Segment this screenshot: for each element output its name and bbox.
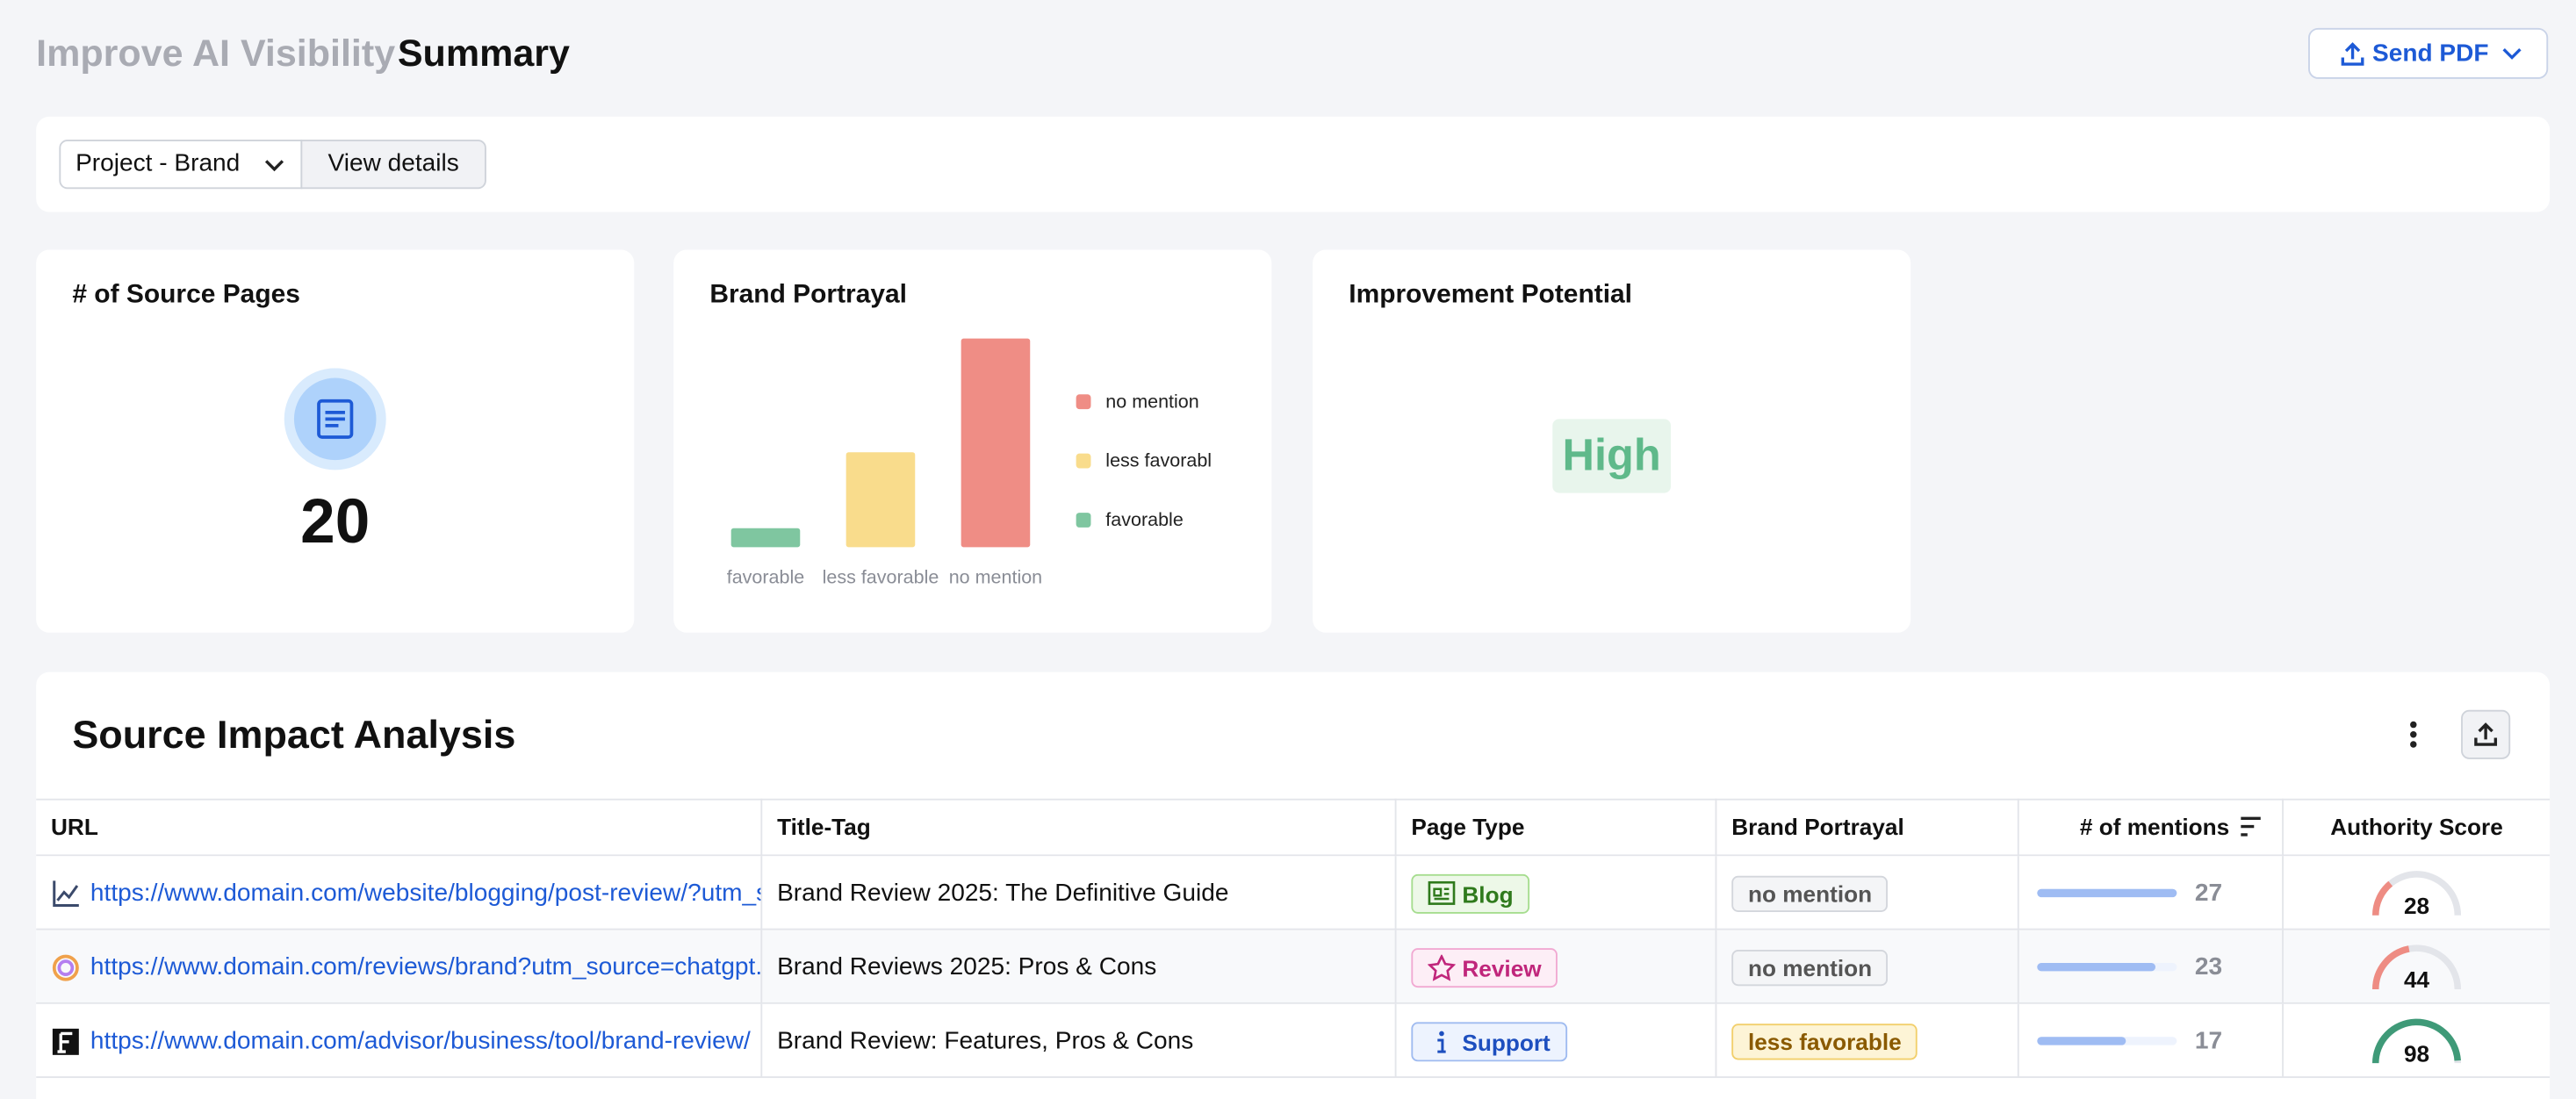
page-type: Support [1462, 1030, 1551, 1057]
column-header: Title-Tag [762, 798, 1397, 857]
type-icon [1427, 952, 1457, 984]
authority-cell: 28 [2284, 856, 2550, 930]
breadcrumb[interactable]: Improve AI Visibility [36, 31, 396, 75]
type-icon [1428, 1028, 1456, 1058]
portrayal-cell: no mention [1716, 930, 2019, 1004]
source-icon [51, 930, 81, 1004]
bar [961, 338, 1031, 548]
card-title: Improvement Potential [1349, 281, 1633, 309]
portrayal-cell: less favorable [1716, 1003, 2019, 1079]
url-link[interactable]: https://www.domain.com/advisor/business/… [90, 1027, 751, 1055]
mentions-bar [2037, 888, 2177, 898]
portrayal-badge: no mention [1731, 875, 1889, 913]
legend-label: no mention [1105, 391, 1198, 412]
mentions-bar [2037, 962, 2156, 972]
url-link[interactable]: https://www.domain.com/website/blogging/… [90, 879, 760, 908]
send-pdf-label: Send PDF [2372, 39, 2489, 68]
portrayal-badge: no mention [1731, 950, 1889, 987]
page-type: Review [1462, 955, 1542, 982]
upload-icon [2341, 42, 2364, 66]
page-type-badge: Support [1411, 1023, 1567, 1061]
type-icon [1428, 880, 1456, 910]
bar [730, 528, 801, 548]
source-pages-card: # of Source Pages 20 [36, 249, 635, 633]
table-title: Source Impact Analysis [72, 713, 516, 758]
authority-gauge: 44 [2372, 945, 2462, 993]
legend: no mention less favorable favorable [1076, 391, 1222, 530]
gauge-value [2372, 945, 2410, 990]
authority-gauge: 98 [2372, 1018, 2462, 1067]
legend-label: favorable [1105, 509, 1184, 530]
brand-portrayal-card: Brand Portrayal favorable less favorable n… [673, 249, 1272, 633]
x-label: no mention [949, 567, 1042, 588]
toolbar: Project - Brand View details [36, 116, 2551, 212]
title-tag-cell: Brand Review: Features, Pros & Cons [762, 1003, 1397, 1079]
page-type-cell: Blog [1397, 856, 1717, 930]
more-menu[interactable] [2400, 718, 2427, 751]
mentions-bar [2037, 1037, 2126, 1045]
sort-icon [2239, 799, 2262, 878]
mentions-cell: 27 [2019, 856, 2284, 930]
view-details-button[interactable]: View details [300, 140, 486, 190]
project-dropdown[interactable]: Project - Brand [59, 140, 303, 190]
legend-swatch [1076, 394, 1091, 410]
bar [845, 452, 916, 548]
source-icon [51, 856, 81, 930]
mentions-value: 27 [2194, 879, 2223, 908]
page-type-cell: Support [1397, 1003, 1717, 1079]
header-row [36, 798, 2551, 857]
authority-value: 28 [2404, 893, 2429, 919]
column-header: Authority Score [2330, 813, 2503, 840]
page-type: Blog [1462, 881, 1514, 909]
column-header: URL [36, 798, 763, 857]
portrayal-cell: no mention [1716, 856, 2019, 930]
legend-swatch [1076, 453, 1091, 469]
column-header[interactable]: # of mentions [2019, 798, 2284, 857]
source-icon [51, 1004, 81, 1078]
legend-swatch [1076, 513, 1091, 528]
send-pdf-button[interactable]: Send PDF [2308, 27, 2549, 79]
source-pages-value: 20 [300, 487, 371, 557]
page-title: Summary [397, 31, 570, 75]
chevron [264, 160, 284, 172]
legend-label: less favorable [1105, 450, 1222, 471]
page-type-cell: Review [1397, 930, 1717, 1004]
project-label: Project - Brand [76, 149, 241, 178]
page-icon [284, 368, 386, 470]
export-button[interactable] [2461, 709, 2511, 759]
authority-cell: 98 [2284, 1004, 2550, 1078]
upload-icon [2474, 722, 2498, 746]
authority-value: 44 [2404, 966, 2430, 993]
url-cell: https://www.domain.com/website/blogging/… [36, 856, 763, 930]
x-label: favorable [727, 567, 805, 588]
mentions-value: 17 [2194, 1027, 2223, 1055]
card-title: Brand Portrayal [709, 281, 907, 309]
mentions-value: 23 [2194, 952, 2223, 981]
column-header: Brand Portrayal [1716, 798, 2019, 857]
gauge-value [2372, 1018, 2461, 1064]
title-tag-cell: Brand Reviews 2025: Pros & Cons [762, 930, 1397, 1004]
page-type-badge: Review [1411, 948, 1558, 988]
authority-cell: 44 [2284, 930, 2550, 1004]
table: URL Title-Tag Page Type Brand Portrayal # of… [36, 0, 2551, 1079]
chevron [2502, 47, 2522, 60]
authority-value: 98 [2404, 1040, 2429, 1067]
x-label: less favorable [823, 567, 939, 588]
mentions-cell: 17 [2019, 1003, 2284, 1079]
url-link[interactable]: https://www.domain.com/reviews/brand?utm… [90, 952, 763, 981]
card-title: # of Source Pages [72, 281, 300, 309]
portrayal-badge: less favorable [1731, 1024, 1918, 1060]
improvement-card: Improvement Potential High [1313, 249, 1911, 633]
mentions-cell: 23 [2019, 930, 2284, 1004]
url-cell: https://www.domain.com/reviews/brand?utm… [36, 930, 763, 1004]
improvement-value: High [1552, 419, 1672, 493]
title-tag-cell: Brand Review 2025: The Definitive Guide [762, 856, 1397, 930]
url-cell: https://www.domain.com/advisor/business/… [36, 1003, 763, 1079]
gauge-value [2372, 880, 2393, 916]
column-header: Page Type [1397, 798, 1717, 857]
authority-gauge: 28 [2372, 871, 2462, 919]
page-type-badge: Blog [1411, 874, 1530, 914]
